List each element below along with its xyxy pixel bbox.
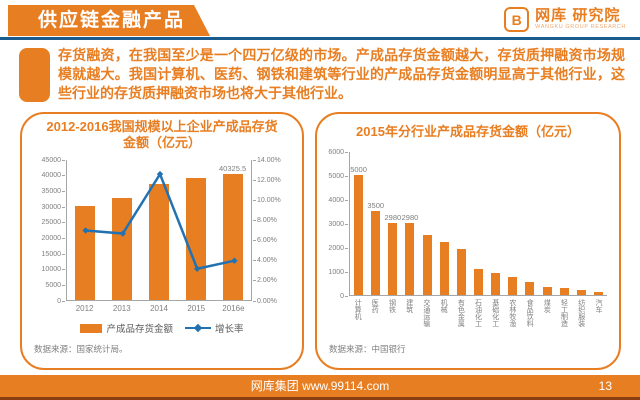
bullet-marker [19,48,50,102]
footer-bottom-strip [0,397,640,400]
chart1-left-axis: 0 5000 10000 15000 20000 25000 30000 35000 40000… [30,157,66,305]
footer-site-text: 网库集团 www.99114.com [250,379,390,393]
footer-bar: 网库集团 www.99114.com 13 [0,375,640,397]
chart2-source: 数据来源：中国银行 [329,344,406,354]
company-logo: B 网库 研究院 WANGKU GROUP RESEARCH [504,7,626,32]
chart1-plot-area: 40325.5 [66,160,252,301]
chart-panel-inventory-trend: 2012-2016我国规模以上企业产成品存货金额（亿元） 0 5000 10000 1… [20,112,304,370]
bar-swatch-icon [80,323,103,333]
chart2-y-axis: 0 1000 2000 3000 4000 5000 6000 [319,149,349,300]
chart1-growth-line [82,170,238,272]
header-divider [0,37,640,40]
chart1-bars: 40325.5 [67,160,251,300]
chart1-legend: 产成品存货金额 增长率 [22,321,302,335]
line-swatch-icon [185,323,211,333]
chart1-x-axis: 2012 2013 2014 2015 2016e [75,304,245,313]
chart1-right-axis: 0.00% 2.00% 4.00% 6.00% 8.00% 10.00% 12.00% 14.… [252,157,292,305]
footer-page-number: 13 [598,379,612,393]
legend-line-label: 增长率 [215,324,244,335]
logo-subtitle: WANGKU GROUP RESEARCH [535,24,626,30]
chart2-x-axis: 计算机 医药 钢铁 建筑 交通运输 机械 有色金属 石油化工 基础化工 农林牧渔 食品饮料 煤炭 轻工制… [354,299,602,327]
chart2-plot-area: 5000 3500 2980 2980 [349,152,607,296]
legend-item-bar: 产成品存货金额 [80,321,173,335]
chart1-title: 2012-2016我国规模以上企业产成品存货金额（亿元） [46,119,278,150]
logo-name: 网库 研究院 [535,7,621,24]
chart2-title: 2015年分行业产成品存货金额（亿元） [356,124,580,139]
page-title: 供应链金融产品 [8,5,210,36]
intro-paragraph: 存货融资，在我国至少是一个四万亿级的市场。产成品存货金额越大，存货质押融资市场规… [58,47,625,101]
legend-item-line: 增长率 [185,321,244,335]
logo-icon: B [504,7,530,32]
legend-bar-label: 产成品存货金额 [106,324,173,335]
chart2-bars: 5000 3500 2980 2980 [350,152,607,295]
chart-panel-industry: 2015年分行业产成品存货金额（亿元） 0 1000 2000 3000 4000 500… [315,112,621,370]
chart1-source: 数据来源：国家统计局。 [34,344,128,354]
